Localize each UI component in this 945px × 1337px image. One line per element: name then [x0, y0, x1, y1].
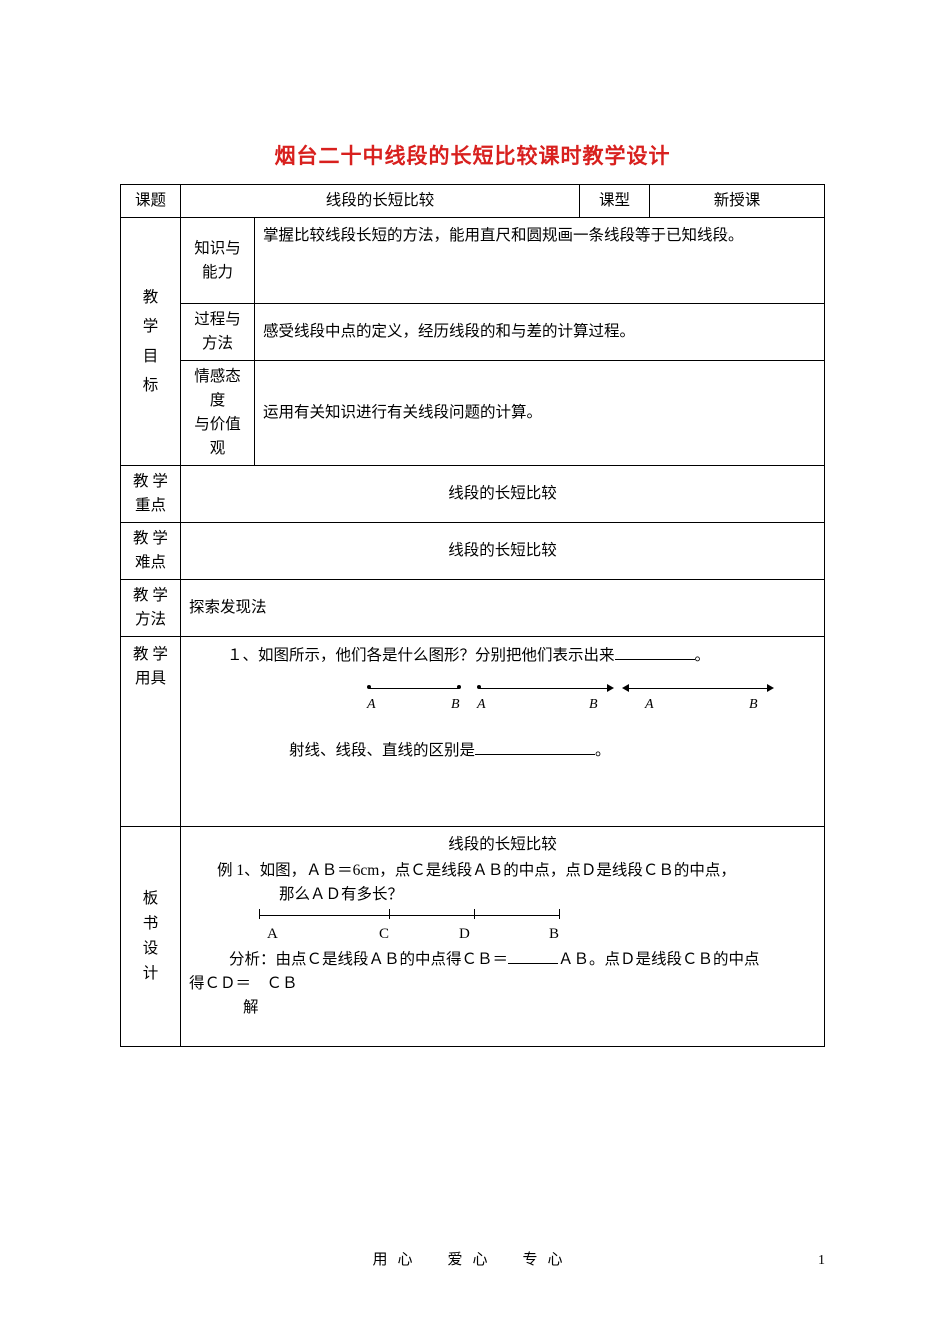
table-row: 教 学用具 １、如图所示，他们各是什么图形？分别把他们表示出来。 A B: [121, 637, 825, 827]
point-label-b: B: [451, 694, 460, 716]
point-icon: [457, 685, 461, 689]
table-row: 板 书 设 计 线段的长短比较 例 1、如图，ＡＢ＝6cm，点Ｃ是线段ＡＢ的中点…: [121, 827, 825, 1047]
table-row: 教 学方法 探索发现法: [121, 580, 825, 637]
point-label: A: [267, 923, 278, 946]
blank-line: [615, 643, 695, 660]
page-title: 烟台二十中线段的长短比较课时教学设计: [120, 140, 825, 170]
goals-char: 教: [127, 283, 174, 312]
table-row: 过程与方法 感受线段中点的定义，经历线段的和与差的计算过程。: [121, 304, 825, 361]
goals-section-label: 教 学 目 标: [121, 218, 181, 466]
board-example-line2: 那么ＡＤ有多长？: [189, 883, 816, 907]
difficulty-label: 教 学难点: [121, 523, 181, 580]
table-row: 教 学重点 线段的长短比较: [121, 466, 825, 523]
difficulty-value: 线段的长短比较: [181, 523, 825, 580]
segment-diagram: A B A B A B: [189, 686, 816, 714]
point-label-a: A: [367, 694, 376, 716]
board-char: 设: [127, 937, 174, 962]
board-line-diagram: A C D B: [259, 913, 816, 943]
board-title: 线段的长短比较: [189, 833, 816, 857]
table-row: 情感态度与价值观 运用有关知识进行有关线段问题的计算。: [121, 361, 825, 466]
board-content: 线段的长短比较 例 1、如图，ＡＢ＝6cm，点Ｃ是线段ＡＢ的中点，点Ｄ是线段ＣＢ…: [181, 827, 825, 1047]
analysis-a: 分析：由点Ｃ是线段ＡＢ的中点得ＣＢ＝: [229, 951, 508, 968]
q2-text-b: 。: [595, 742, 611, 759]
goal-content-process: 感受线段中点的定义，经历线段的和与差的计算过程。: [255, 304, 825, 361]
type-value: 新授课: [650, 185, 825, 218]
q1-prefix: １、: [227, 647, 258, 664]
goals-char: 学: [127, 312, 174, 341]
goal-content-knowledge: 掌握比较线段长短的方法，能用直尺和圆规画一条线段等于已知线段。: [255, 218, 825, 304]
blank-line: [508, 947, 558, 964]
tick-icon: [389, 909, 390, 919]
point-label: B: [549, 923, 559, 946]
lesson-plan-table: 课题 线段的长短比较 课型 新授课 教 学 目 标 知识与能力 掌握比较线段长短…: [120, 184, 825, 1047]
table-row: 课题 线段的长短比较 课型 新授课: [121, 185, 825, 218]
arrow-right-icon: [607, 684, 614, 692]
arrow-left-icon: [622, 684, 629, 692]
tick-icon: [259, 909, 260, 919]
goal-sub-emotion: 情感态度与价值观: [181, 361, 255, 466]
board-label: 板 书 设 计: [121, 827, 181, 1047]
point-label-b: B: [589, 694, 598, 716]
board-char: 计: [127, 962, 174, 987]
board-analysis: 分析：由点Ｃ是线段ＡＢ的中点得ＣＢ＝ ＡＢ。点Ｄ是线段ＣＢ的中点: [189, 947, 816, 972]
board-example: 例 1、如图，ＡＢ＝6cm，点Ｃ是线段ＡＢ的中点，点Ｄ是线段ＣＢ的中点，: [189, 859, 816, 883]
footer-text: 用心 爱心 专心: [0, 1248, 945, 1269]
segment-line: [369, 688, 459, 689]
tools-q1: １、如图所示，他们各是什么图形？分别把他们表示出来 。: [189, 643, 816, 668]
tick-icon: [474, 909, 475, 919]
goal-sub-process: 过程与方法: [181, 304, 255, 361]
topic-label: 课题: [121, 185, 181, 218]
page-number: 1: [818, 1253, 825, 1269]
tools-content: １、如图所示，他们各是什么图形？分别把他们表示出来。 A B A B: [181, 637, 825, 827]
arrow-right-icon: [767, 684, 774, 692]
q2-text-a: 射线、线段、直线的区别是: [289, 742, 475, 759]
point-label: D: [459, 923, 470, 946]
goals-char: 标: [127, 371, 174, 400]
type-label: 课型: [580, 185, 650, 218]
point-label-b: B: [749, 694, 758, 716]
keypoint-label: 教 学重点: [121, 466, 181, 523]
method-value: 探索发现法: [181, 580, 825, 637]
point-label: C: [379, 923, 389, 946]
board-char: 书: [127, 912, 174, 937]
method-label: 教 学方法: [121, 580, 181, 637]
goal-sub-knowledge: 知识与能力: [181, 218, 255, 304]
analysis-b: ＡＢ。点Ｄ是线段ＣＢ的中点: [558, 951, 760, 968]
board-char: 板: [127, 887, 174, 912]
blank-line: [475, 738, 595, 755]
tools-q2: 射线、线段、直线的区别是 。: [189, 738, 816, 763]
ray-line: [479, 688, 609, 689]
point-label-a: A: [645, 694, 654, 716]
tools-label: 教 学用具: [121, 637, 181, 827]
board-solve: 解: [189, 996, 816, 1020]
board-cd-line: 得ＣＤ＝ ＣＢ: [189, 972, 816, 996]
goal-content-emotion: 运用有关知识进行有关线段问题的计算。: [255, 361, 825, 466]
goals-char: 目: [127, 342, 174, 371]
tick-icon: [559, 909, 560, 919]
q1-text: 如图所示，他们各是什么图形？分别把他们表示出来: [258, 647, 615, 664]
topic-value: 线段的长短比较: [181, 185, 580, 218]
cd-text: 得ＣＤ＝ ＣＢ: [189, 975, 298, 992]
table-row: 教 学难点 线段的长短比较: [121, 523, 825, 580]
point-label-a: A: [477, 694, 486, 716]
table-row: 教 学 目 标 知识与能力 掌握比较线段长短的方法，能用直尺和圆规画一条线段等于…: [121, 218, 825, 304]
line-line: [629, 688, 769, 689]
keypoint-value: 线段的长短比较: [181, 466, 825, 523]
number-line: [259, 915, 559, 916]
q1-suffix: 。: [695, 647, 711, 664]
